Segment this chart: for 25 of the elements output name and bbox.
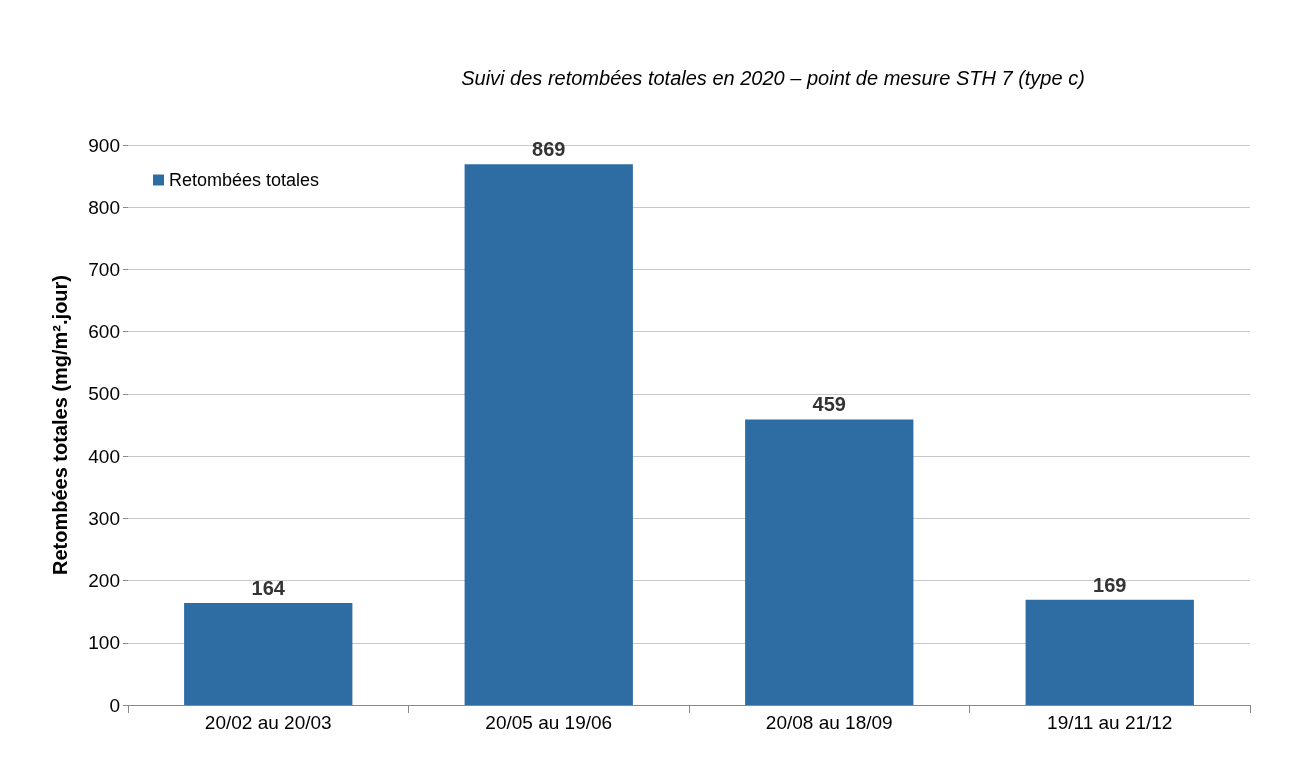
y-axis-title: Retombées totales (mg/m².jour) <box>49 274 71 576</box>
x-tick-label: 20/08 au 18/09 <box>765 712 893 733</box>
bar <box>464 164 633 705</box>
y-tick-label: 0 <box>109 694 120 716</box>
data-label: 869 <box>532 138 566 161</box>
y-tick-label: 800 <box>88 196 120 218</box>
y-tick-label: 300 <box>88 507 120 529</box>
x-tick-label: 20/02 au 20/03 <box>204 712 332 733</box>
y-tick-label: 200 <box>88 570 120 592</box>
bar <box>1025 599 1194 705</box>
y-tick-label: 400 <box>88 445 120 467</box>
x-tick-label: 20/05 au 19/06 <box>485 712 613 733</box>
y-tick-label: 500 <box>88 383 120 405</box>
data-label: 459 <box>812 393 846 416</box>
bar <box>745 419 914 705</box>
bar <box>184 602 353 705</box>
data-label: 164 <box>251 576 286 599</box>
x-tick-label: 19/11 au 21/12 <box>1047 712 1173 733</box>
y-tick-label: 900 <box>88 134 120 156</box>
chart-title: Suivi des retombées totales en 2020 – point de mesure STH 7 (type c) <box>461 67 1085 89</box>
y-tick-label: 100 <box>88 632 120 654</box>
data-label: 169 <box>1093 573 1127 596</box>
y-tick-label: 600 <box>88 321 120 343</box>
legend-label: Retombées totales <box>169 170 320 190</box>
y-tick-label: 700 <box>88 258 120 280</box>
